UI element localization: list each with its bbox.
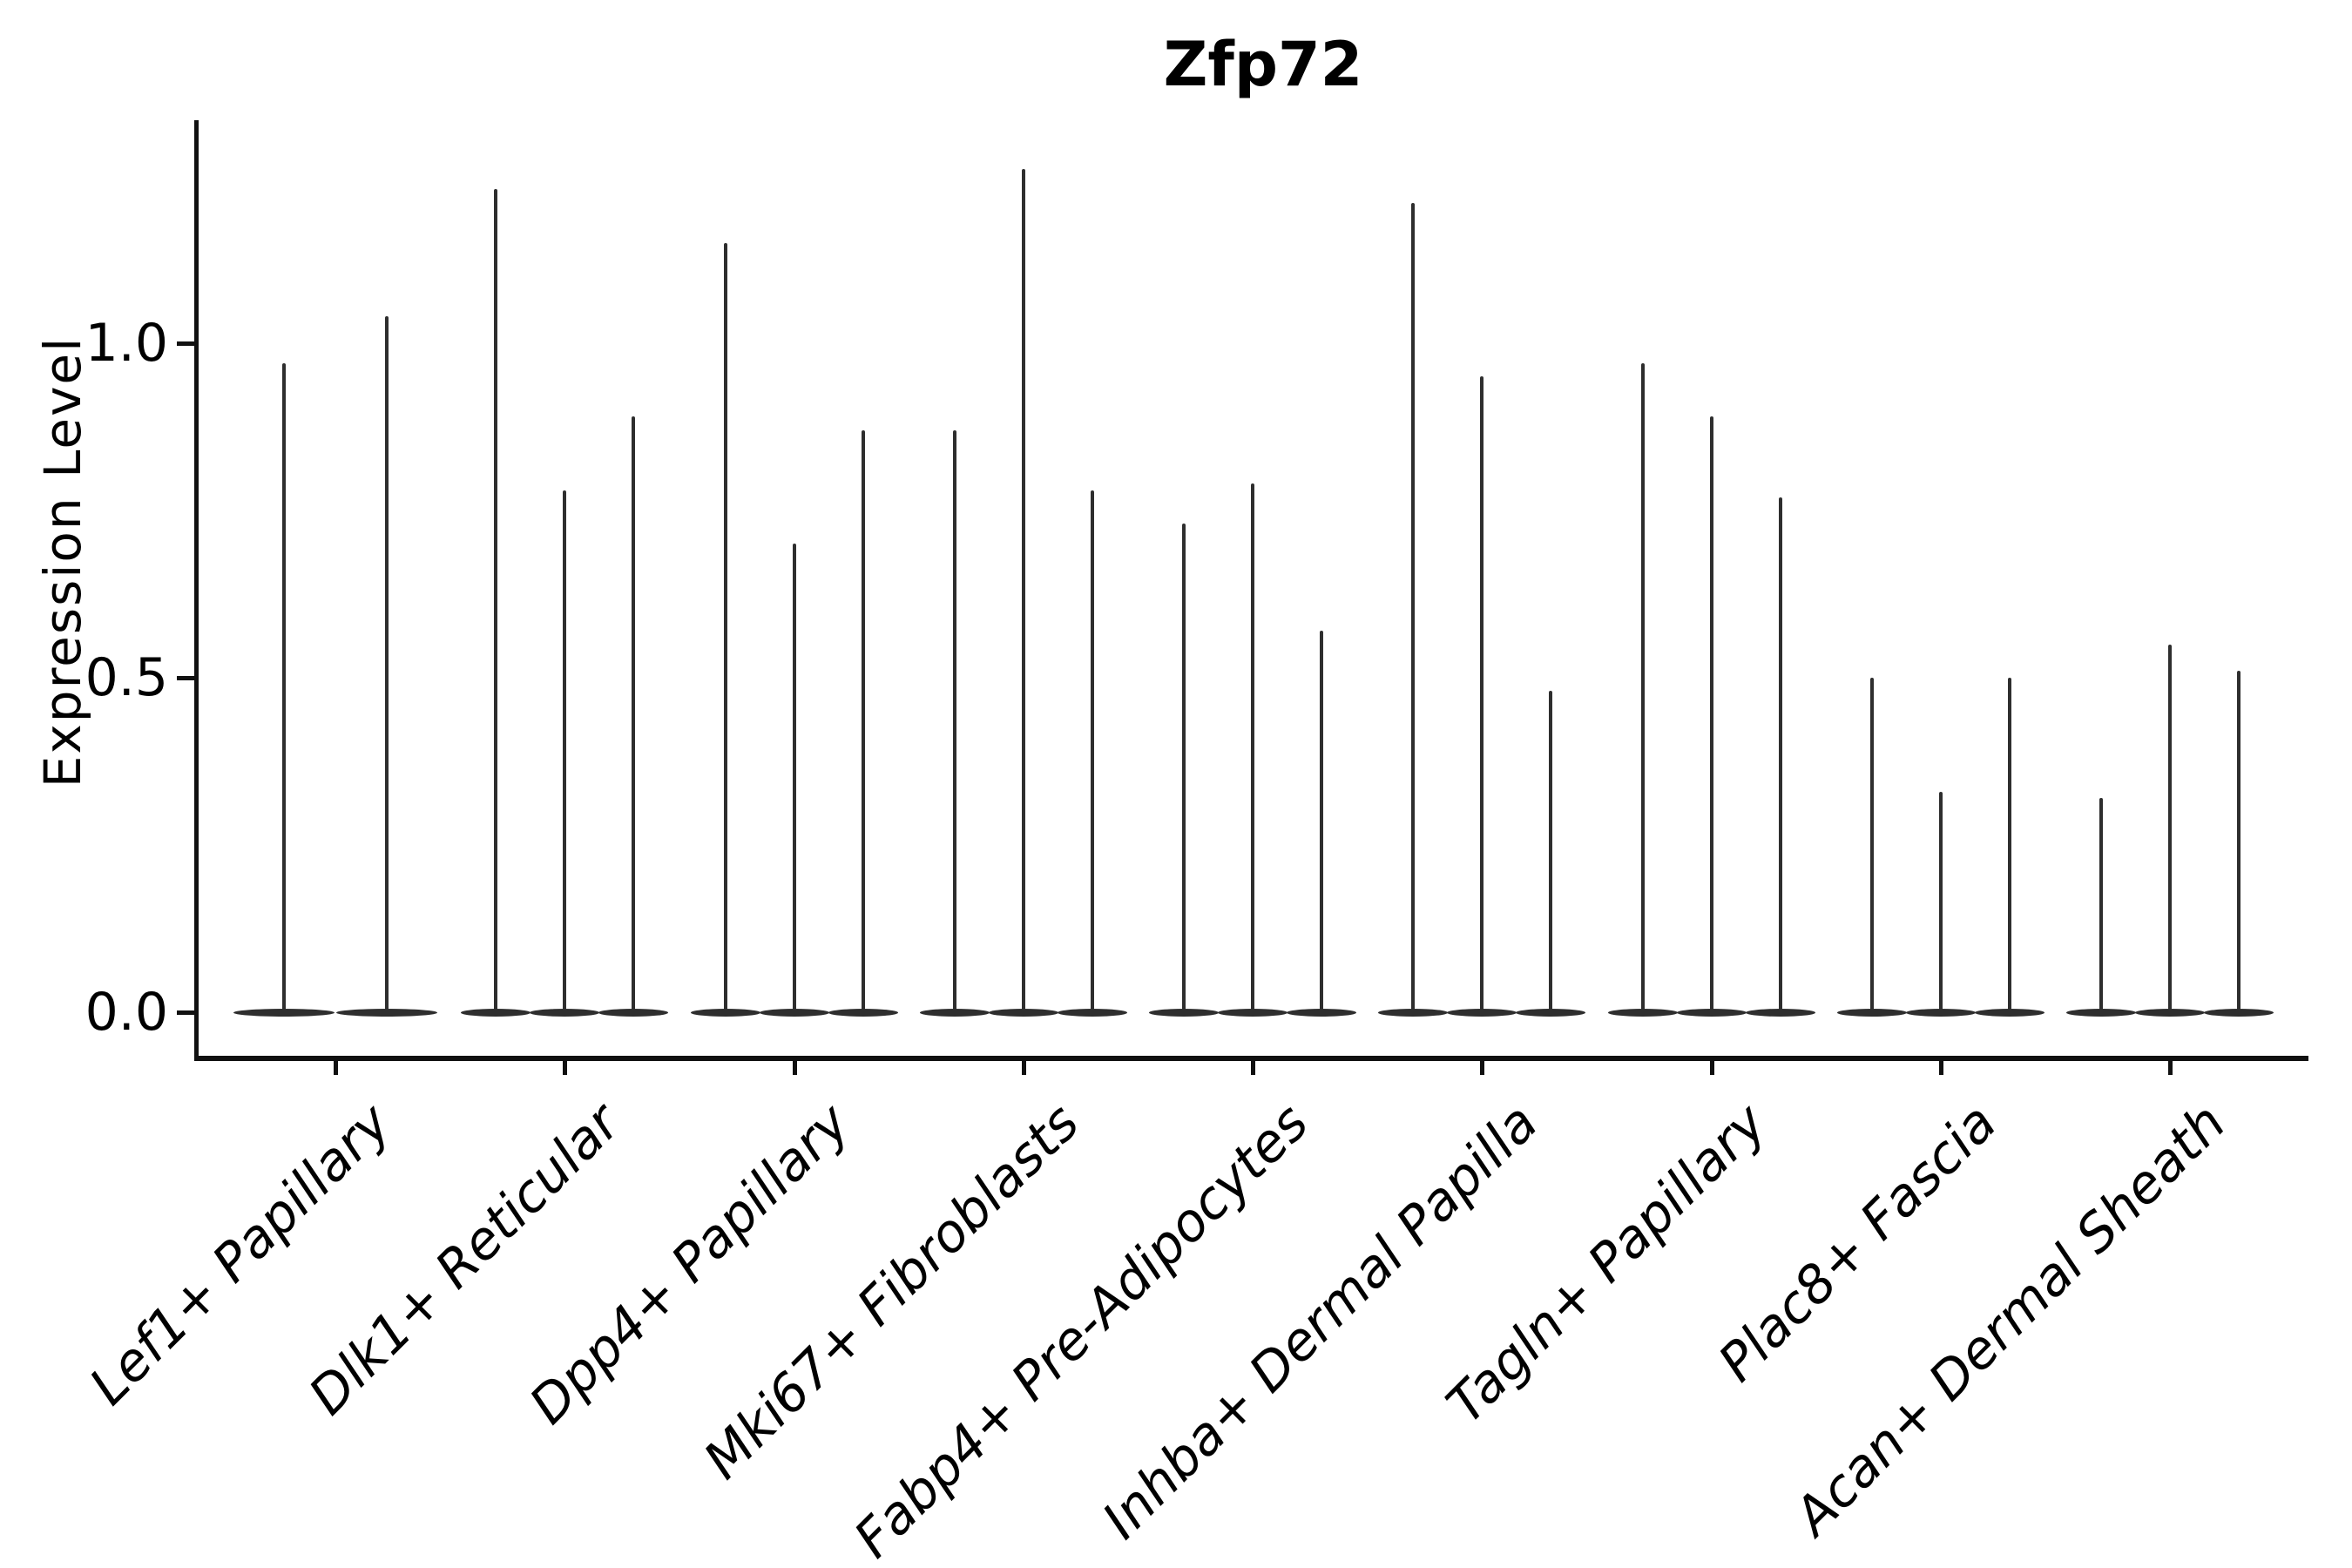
violin-spike [2168, 644, 2172, 1014]
x-tick-mark [1709, 1061, 1714, 1075]
y-tick-label: 0.5 [84, 647, 168, 708]
violin-spike [1938, 791, 1943, 1014]
x-tick-mark [792, 1061, 797, 1075]
x-tick-mark [1480, 1061, 1485, 1075]
violin-spike [1182, 524, 1186, 1014]
violin-spike [385, 316, 389, 1014]
violin-spike [861, 429, 865, 1014]
x-tick-label: Mki67+ Fibroblasts [692, 1092, 1092, 1491]
violin-base [759, 1009, 829, 1017]
y-tick-mark [177, 1010, 194, 1015]
violin-spike [1778, 497, 1782, 1014]
violin-base [1149, 1009, 1219, 1017]
violin-base [598, 1009, 669, 1017]
violin-base [1974, 1009, 2044, 1017]
violin-base [919, 1009, 990, 1017]
violin-spike [1090, 490, 1094, 1014]
y-axis-line [194, 120, 199, 1061]
x-tick-mark [1021, 1061, 1026, 1075]
violin-base [1836, 1009, 1907, 1017]
violin-spike [1320, 631, 1323, 1014]
violin-base [1516, 1009, 1586, 1017]
violin-spike [2007, 678, 2011, 1014]
violin-spike [723, 242, 727, 1014]
violin-base [2204, 1009, 2274, 1017]
violin-base [1676, 1009, 1747, 1017]
y-tick-label: 1.0 [84, 313, 168, 374]
x-tick-mark [1251, 1061, 1255, 1075]
violin-spike [632, 416, 636, 1014]
violin-base [1607, 1009, 1678, 1017]
y-tick-mark [177, 676, 194, 680]
x-tick-label: Inhba+ Dermal Papilla [1091, 1092, 1550, 1551]
violin-base [530, 1009, 600, 1017]
violin-spike [2099, 798, 2103, 1014]
x-tick-mark [334, 1061, 338, 1075]
violin-spike [1251, 483, 1254, 1014]
violin-spike [1709, 416, 1713, 1014]
violin-base [461, 1009, 531, 1017]
violin-spike [792, 544, 796, 1014]
violin-base [1218, 1009, 1288, 1017]
violin-spike [563, 490, 567, 1014]
x-tick-mark [2168, 1061, 2173, 1075]
violin-base [2135, 1009, 2205, 1017]
x-tick-label: Fabp4+ Pre-Adipocytes [842, 1092, 1321, 1568]
chart-title: Zfp72 [1163, 29, 1363, 100]
y-tick-label: 0.0 [84, 982, 168, 1043]
violin-spike [1640, 363, 1645, 1014]
violin-base [233, 1009, 335, 1017]
x-axis-line [194, 1056, 2308, 1061]
violin-spike [282, 363, 286, 1014]
violin-base [1057, 1009, 1127, 1017]
violin-base [2066, 1009, 2136, 1017]
x-tick-label: Acan+ Dermal Sheath [1782, 1092, 2238, 1547]
violin-spike [952, 429, 956, 1014]
violin-base [988, 1009, 1058, 1017]
violin-base [828, 1009, 898, 1017]
violin-spike [1411, 202, 1416, 1014]
violin-spike [1549, 691, 1553, 1014]
violin-spike [2237, 671, 2240, 1014]
violin-spike [494, 189, 498, 1014]
violin-base [1378, 1009, 1449, 1017]
violin-spike [1480, 376, 1484, 1014]
violin-base [690, 1009, 760, 1017]
violin-base [1447, 1009, 1517, 1017]
y-tick-mark [177, 341, 194, 346]
violin-base [1905, 1009, 1976, 1017]
violin-spike [1021, 169, 1025, 1014]
violin-base [1745, 1009, 1815, 1017]
violin-base [1287, 1009, 1356, 1017]
violin-base [336, 1009, 437, 1017]
violin-spike [1869, 678, 1874, 1014]
x-tick-mark [1938, 1061, 1943, 1075]
x-tick-mark [563, 1061, 568, 1075]
